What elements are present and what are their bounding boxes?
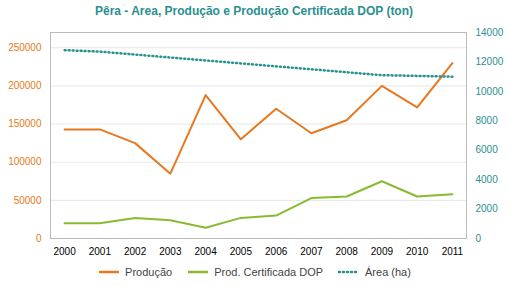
svg-text:50000: 50000 xyxy=(14,195,42,206)
svg-text:2000: 2000 xyxy=(53,246,76,257)
svg-text:2010: 2010 xyxy=(406,246,429,257)
svg-text:10000: 10000 xyxy=(476,86,504,97)
svg-text:250000: 250000 xyxy=(8,42,42,53)
svg-text:150000: 150000 xyxy=(8,118,42,129)
svg-text:2004: 2004 xyxy=(194,246,217,257)
html-text:Área (ha): Área (ha) xyxy=(365,266,411,278)
svg-text:2009: 2009 xyxy=(371,246,394,257)
svg-text:4000: 4000 xyxy=(476,174,499,185)
svg-text:12000: 12000 xyxy=(476,56,504,67)
svg-text:2006: 2006 xyxy=(265,246,288,257)
svg-text:2011: 2011 xyxy=(442,246,464,257)
svg-text:6000: 6000 xyxy=(476,144,499,155)
svg-text:0: 0 xyxy=(476,233,482,244)
html-text:Pêra - Area, Produção e Produç: Pêra - Area, Produção e Produção Certifi… xyxy=(95,4,413,18)
svg-text:2007: 2007 xyxy=(300,246,323,257)
svg-text:2002: 2002 xyxy=(124,246,147,257)
svg-text:2003: 2003 xyxy=(159,246,182,257)
html-text:Produção: Produção xyxy=(125,266,173,278)
svg-text:100000: 100000 xyxy=(8,156,42,167)
svg-text:2005: 2005 xyxy=(230,246,253,257)
html-text:Prod. Certificada DOP: Prod. Certificada DOP xyxy=(214,266,323,278)
svg-text:14000: 14000 xyxy=(476,27,504,38)
svg-text:2001: 2001 xyxy=(89,246,112,257)
svg-text:2000: 2000 xyxy=(476,203,499,214)
svg-text:0: 0 xyxy=(36,233,42,244)
svg-text:8000: 8000 xyxy=(476,115,499,126)
svg-text:2008: 2008 xyxy=(336,246,359,257)
svg-text:200000: 200000 xyxy=(8,80,42,91)
